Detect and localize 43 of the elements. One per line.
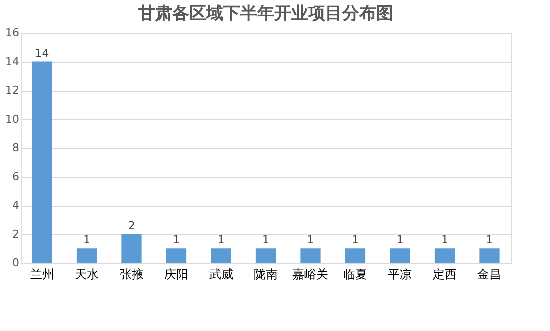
bar bbox=[300, 248, 321, 263]
bar bbox=[390, 248, 410, 263]
chart-title: 甘肃各区域下半年开业项目分布图 bbox=[138, 4, 394, 24]
y-tick-label: 16 bbox=[6, 26, 20, 40]
y-tick-label: 8 bbox=[12, 142, 20, 154]
data-label: 1 bbox=[486, 234, 494, 247]
bar bbox=[480, 248, 500, 263]
x-tick-label: 临夏 bbox=[344, 268, 368, 282]
x-tick-label: 兰州 bbox=[30, 268, 54, 282]
y-tick-label: 12 bbox=[6, 84, 20, 97]
x-tick-label: 陇南 bbox=[254, 268, 278, 282]
x-tick-label: 张掖 bbox=[120, 268, 144, 282]
bar bbox=[32, 62, 52, 263]
x-tick-label: 天水 bbox=[75, 268, 100, 282]
y-tick-label: 10 bbox=[6, 112, 20, 126]
x-tick-label: 武威 bbox=[209, 268, 234, 282]
bar bbox=[345, 248, 366, 263]
bar bbox=[76, 248, 98, 263]
x-tick-label: 金昌 bbox=[478, 268, 502, 282]
x-tick-label: 嘉峪关 bbox=[292, 268, 329, 282]
bar bbox=[434, 248, 456, 263]
bar bbox=[256, 248, 276, 263]
data-label: 14 bbox=[35, 46, 50, 60]
y-tick-label: 6 bbox=[12, 170, 20, 184]
y-tick-label: 2 bbox=[12, 228, 20, 241]
bar bbox=[166, 248, 187, 263]
data-label: 1 bbox=[84, 234, 91, 247]
x-tick-label: 平凉 bbox=[388, 268, 412, 282]
data-label: 1 bbox=[396, 234, 404, 247]
data-label: 1 bbox=[352, 234, 359, 247]
y-tick-label: 4 bbox=[12, 199, 20, 212]
data-label: 1 bbox=[218, 234, 225, 247]
y-tick-label: 14 bbox=[6, 55, 20, 68]
bar bbox=[122, 234, 142, 263]
x-tick-label: 定西 bbox=[432, 268, 457, 282]
data-label: 1 bbox=[173, 234, 180, 247]
data-label: 1 bbox=[441, 234, 448, 247]
bar bbox=[211, 248, 232, 263]
data-label: 1 bbox=[307, 234, 314, 247]
data-label: 1 bbox=[262, 234, 270, 247]
data-label: 2 bbox=[128, 219, 136, 232]
x-tick-label: 庆阳 bbox=[164, 268, 188, 282]
y-tick-label: 0 bbox=[12, 256, 20, 270]
